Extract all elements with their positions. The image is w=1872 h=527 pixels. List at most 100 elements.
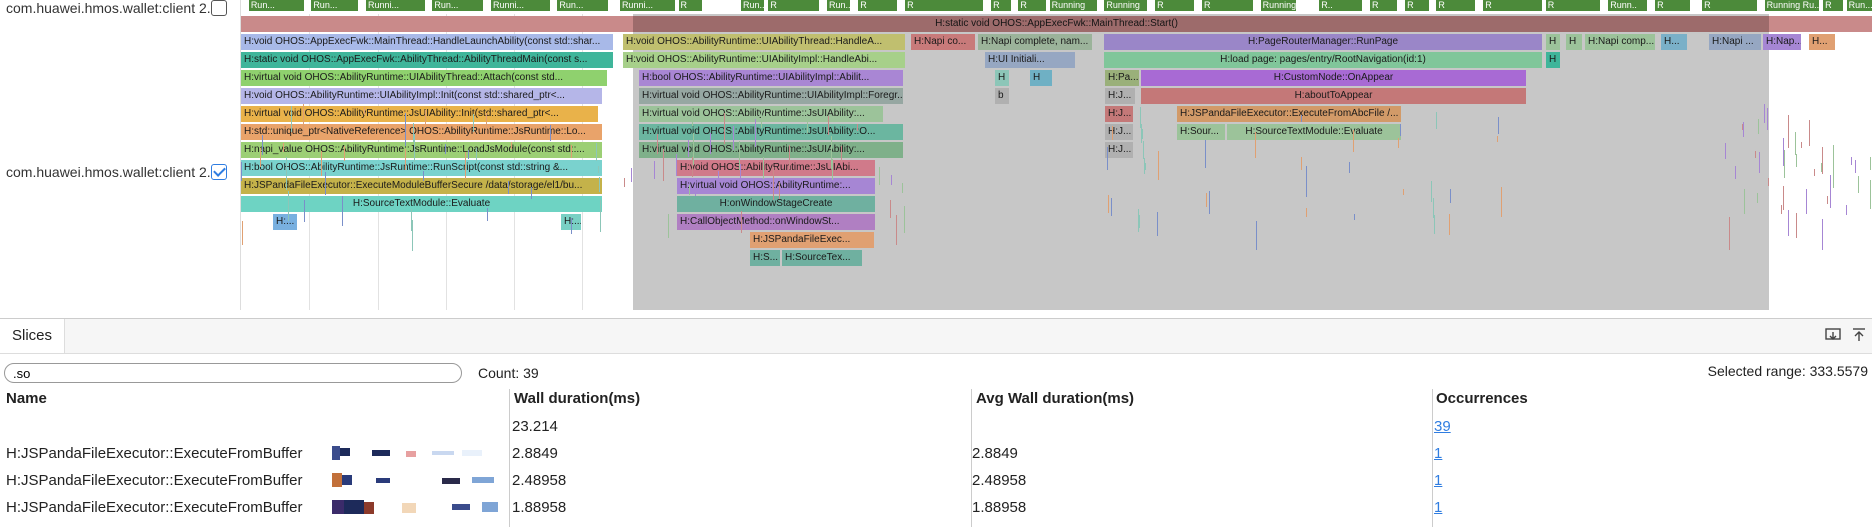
cpu-state-block[interactable]: Run... bbox=[827, 0, 850, 11]
cpu-state-block[interactable]: R bbox=[1370, 0, 1397, 11]
slice[interactable]: H:Napi ... bbox=[1709, 34, 1761, 50]
column-header-avg-wall-duration[interactable]: Avg Wall duration(ms) bbox=[976, 390, 1134, 407]
cpu-state-block[interactable]: Runni... bbox=[366, 0, 425, 11]
slice[interactable]: H... bbox=[1661, 34, 1687, 50]
slice[interactable]: H:virtual void OHOS::AbilityRuntime::JsU… bbox=[241, 106, 598, 122]
slice[interactable]: H:virtual void OHOS::AbilityRuntime::JsU… bbox=[639, 124, 903, 140]
cpu-state-block[interactable]: Runn.. bbox=[1608, 0, 1647, 11]
slice[interactable]: H bbox=[995, 70, 1009, 86]
slice[interactable]: H bbox=[1030, 70, 1052, 86]
cpu-state-block[interactable]: R bbox=[991, 0, 1011, 11]
cpu-state-block[interactable]: Run... bbox=[741, 0, 764, 11]
cpu-state-block[interactable]: Runni... bbox=[620, 0, 675, 11]
slice[interactable]: H:void OHOS::AbilityRuntime::JsUIAbi... bbox=[677, 160, 875, 176]
cpu-state-block[interactable]: R bbox=[679, 0, 702, 11]
download-icon[interactable] bbox=[1824, 327, 1842, 345]
cpu-state-block[interactable]: R bbox=[1823, 0, 1843, 11]
slice[interactable]: H:void OHOS::AbilityRuntime::UIAbilityIm… bbox=[623, 52, 905, 68]
slice[interactable]: H:void OHOS::AbilityRuntime::UIAbilityTh… bbox=[623, 34, 905, 50]
trace-view[interactable]: com.huawei.hmos.wallet:client 2... com.h… bbox=[0, 0, 1872, 310]
slice[interactable]: H:S... bbox=[750, 250, 780, 266]
cpu-state-block[interactable]: R bbox=[905, 0, 983, 11]
occurrences-link[interactable]: 1 bbox=[1434, 499, 1442, 516]
timeline[interactable]: Run... Run... Runni... Run... Runni... Run...… bbox=[241, 0, 1872, 310]
slice[interactable]: H bbox=[1546, 52, 1560, 68]
cpu-state-block[interactable]: Running Ru... bbox=[1765, 0, 1820, 11]
column-header-wall-duration[interactable]: Wall duration(ms) bbox=[514, 390, 640, 407]
slice[interactable]: H:J... bbox=[1105, 106, 1133, 122]
slice[interactable]: H bbox=[1546, 34, 1560, 50]
thread-checkbox[interactable] bbox=[211, 164, 227, 180]
pin-top-icon[interactable] bbox=[1850, 327, 1868, 345]
tab-slices[interactable]: Slices bbox=[0, 319, 65, 353]
slice[interactable]: H:JSPandaFileExec... bbox=[750, 232, 874, 248]
slice[interactable]: H:load page: pages/entry/RootNavigation(… bbox=[1104, 52, 1542, 68]
slice[interactable]: H:Napi co... bbox=[911, 34, 975, 50]
cpu-state-block[interactable]: R bbox=[858, 0, 897, 11]
cpu-state-block[interactable]: R bbox=[1546, 0, 1601, 11]
cpu-state-block[interactable]: R bbox=[768, 0, 819, 11]
column-divider[interactable] bbox=[509, 389, 510, 527]
slice[interactable]: H:SourceTextModule::Evaluate bbox=[241, 196, 602, 212]
slice[interactable]: H... bbox=[1809, 34, 1835, 50]
slice[interactable]: H:JSPandaFileExecutor::ExecuteFromAbcFil… bbox=[1177, 106, 1401, 122]
slice[interactable]: H:static void OHOS::AppExecFwk::AbilityT… bbox=[241, 52, 613, 68]
slice[interactable]: H:J... bbox=[1105, 124, 1133, 140]
cpu-state-block[interactable]: Run... bbox=[249, 0, 304, 11]
cpu-state-block[interactable]: Runni... bbox=[491, 0, 550, 11]
slice[interactable]: H:void OHOS::AbilityRuntime::UIAbilityIm… bbox=[241, 88, 602, 104]
slice[interactable]: H:onWindowStageCreate bbox=[677, 196, 875, 212]
slice[interactable]: H:virtual void OHOS::AbilityRuntime::UIA… bbox=[639, 88, 903, 104]
occurrences-link[interactable]: 39 bbox=[1434, 418, 1451, 435]
slice[interactable]: H:UI Initiali... bbox=[985, 52, 1075, 68]
cpu-state-block[interactable]: R bbox=[1702, 0, 1757, 11]
column-divider[interactable] bbox=[1432, 389, 1433, 527]
slice[interactable]: H:Napi complete, nam... bbox=[978, 34, 1092, 50]
column-header-name[interactable]: Name bbox=[6, 390, 47, 407]
search-input[interactable] bbox=[4, 363, 462, 383]
slice[interactable]: H:bool OHOS::AbilityRuntime::JsRuntime::… bbox=[241, 160, 602, 176]
slice[interactable]: H:napi_value OHOS::AbilityRuntime::JsRun… bbox=[241, 142, 602, 158]
cpu-state-block[interactable]: Running bbox=[1050, 0, 1097, 11]
occurrences-link[interactable]: 1 bbox=[1434, 445, 1442, 462]
cpu-state-block[interactable]: Running bbox=[1261, 0, 1296, 11]
column-header-occurrences[interactable]: Occurrences bbox=[1436, 390, 1528, 407]
slice[interactable]: H:J... bbox=[1105, 88, 1135, 104]
occurrences-link[interactable]: 1 bbox=[1434, 472, 1442, 489]
slice[interactable]: H:std::unique_ptr<NativeReference> OHOS:… bbox=[241, 124, 602, 140]
slice[interactable]: H:SourceTex... bbox=[782, 250, 862, 266]
slice[interactable]: H:Napi comp... bbox=[1585, 34, 1655, 50]
cpu-state-block[interactable]: Run... bbox=[1847, 0, 1872, 11]
slice[interactable]: H:void OHOS::AppExecFwk::MainThread::Han… bbox=[241, 34, 613, 50]
cpu-state-block[interactable]: R bbox=[1018, 0, 1045, 11]
slice[interactable]: H:bool OHOS::AbilityRuntime::UIAbilityIm… bbox=[639, 70, 903, 86]
cpu-state-block[interactable]: Run... bbox=[432, 0, 483, 11]
slice[interactable]: H:... bbox=[273, 214, 297, 230]
slice[interactable]: H:virtual void OHOS::AbilityRuntime:... bbox=[677, 178, 875, 194]
cpu-state-block[interactable]: R bbox=[1483, 0, 1542, 11]
thread-checkbox[interactable] bbox=[211, 0, 227, 16]
cpu-state-block[interactable]: R bbox=[1436, 0, 1475, 11]
slice[interactable]: H:J... bbox=[1105, 142, 1133, 158]
slice[interactable]: H:CallObjectMethod::onWindowSt... bbox=[677, 214, 875, 230]
cpu-state-block[interactable]: Running bbox=[1104, 0, 1147, 11]
cpu-state-block[interactable]: R bbox=[1202, 0, 1253, 11]
slice[interactable]: H:virtual void OHOS::AbilityRuntime::JsU… bbox=[639, 142, 903, 158]
slice[interactable]: H:Pa... bbox=[1105, 70, 1139, 86]
slice[interactable]: H:virtual void OHOS::AbilityRuntime::UIA… bbox=[241, 70, 607, 86]
slice[interactable]: b bbox=[995, 88, 1009, 104]
slice[interactable]: H:Sour... bbox=[1177, 124, 1225, 140]
cpu-state-block[interactable]: Run... bbox=[557, 0, 608, 11]
slice[interactable]: H:aboutToAppear bbox=[1141, 88, 1526, 104]
slice[interactable]: H:SourceTextModule::Evaluate bbox=[1227, 124, 1401, 140]
slice[interactable]: H:PageRouterManager::RunPage bbox=[1104, 34, 1542, 50]
cpu-state-block[interactable]: R bbox=[1155, 0, 1194, 11]
slice[interactable]: H:JSPandaFileExecutor::ExecuteModuleBuff… bbox=[241, 178, 602, 194]
cpu-state-block[interactable]: R bbox=[1655, 0, 1690, 11]
cpu-state-block[interactable]: R bbox=[1405, 0, 1428, 11]
cpu-state-block[interactable]: R.. bbox=[1319, 0, 1362, 11]
cpu-state-block[interactable]: Run... bbox=[311, 0, 358, 11]
slice[interactable]: H:CustomNode::OnAppear bbox=[1141, 70, 1526, 86]
slice[interactable]: H bbox=[1566, 34, 1582, 50]
slice[interactable]: H:Nap... bbox=[1763, 34, 1801, 50]
